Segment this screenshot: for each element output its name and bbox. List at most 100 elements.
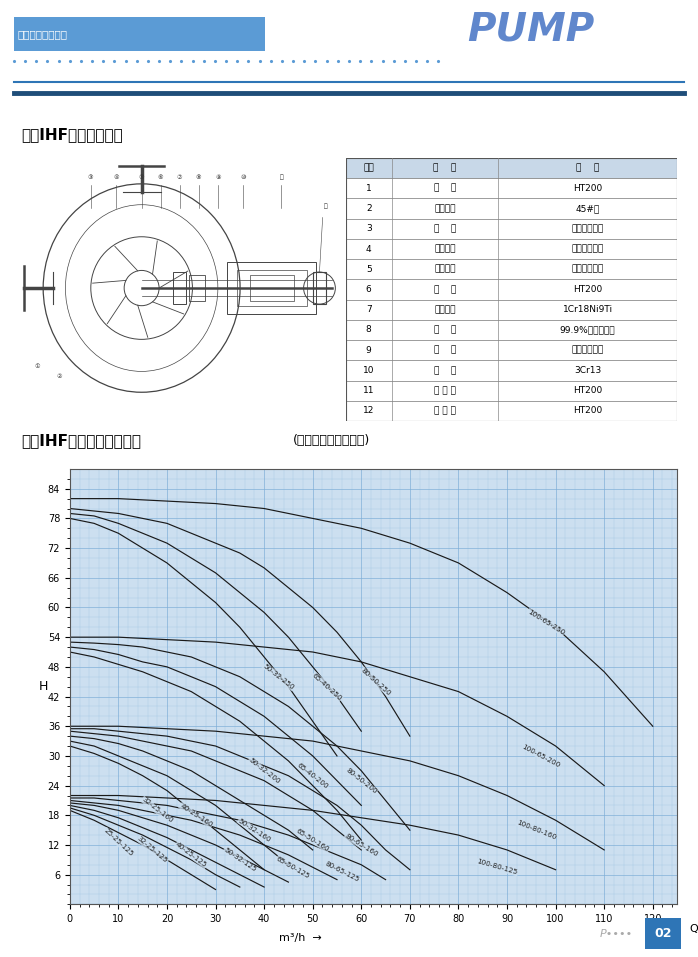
Text: 65-50-160: 65-50-160 [295,828,330,853]
Text: HT200: HT200 [573,387,602,395]
Text: 聚全氟乙丙烯: 聚全氟乙丙烯 [572,244,604,254]
Text: ⑤: ⑤ [139,175,144,180]
Text: 50-32-250: 50-32-250 [262,663,295,691]
Text: 11: 11 [363,387,374,395]
Text: 80-50-250: 80-50-250 [360,667,392,697]
Text: 2: 2 [366,204,371,213]
Text: 7: 7 [366,305,371,314]
Text: m³/h  →: m³/h → [279,933,322,943]
Text: 40-25-160: 40-25-160 [179,803,214,828]
Text: 叶    轮: 叶 轮 [434,224,456,234]
Text: HT200: HT200 [573,407,602,415]
Text: 80-65-125: 80-65-125 [324,861,360,883]
Text: ⑦: ⑦ [177,175,183,180]
Bar [346,401,677,421]
Bar [346,279,677,300]
Bar [346,340,677,361]
Bar [346,300,677,320]
Bar [346,198,677,218]
Text: 3Cr13: 3Cr13 [574,366,601,375]
Text: 32-25-160: 32-25-160 [140,796,174,824]
Text: 25-25-125: 25-25-125 [103,828,134,857]
Text: 9: 9 [366,345,371,355]
Text: ⑩: ⑩ [240,175,246,180]
Bar [237,271,307,305]
Bar [346,178,677,198]
Text: Q: Q [689,924,698,934]
FancyBboxPatch shape [14,17,265,51]
Text: 65-50-125: 65-50-125 [276,856,311,879]
Text: 机封压盖: 机封压盖 [434,305,456,314]
Text: 3: 3 [366,224,371,234]
Text: 6: 6 [366,285,371,294]
Text: 填充四氟乙烯: 填充四氟乙烯 [572,345,604,355]
Text: 50-32-160: 50-32-160 [237,817,272,843]
Text: 99.9%氧化铝陶瓷: 99.9%氧化铝陶瓷 [560,325,616,335]
Bar [313,272,326,304]
Text: HT200: HT200 [573,184,602,192]
Text: 50-32-125: 50-32-125 [223,847,257,873]
Text: 65-40-250: 65-40-250 [311,672,343,701]
Text: 100-65-250: 100-65-250 [526,609,565,636]
Text: 45#钢: 45#钢 [575,204,600,213]
Bar [173,272,186,304]
Text: 名    称: 名 称 [433,164,456,172]
Bar [346,361,677,381]
Text: HT200: HT200 [573,285,602,294]
Text: 材    料: 材 料 [576,164,599,172]
Text: 轴 承 体: 轴 承 体 [434,387,456,395]
Text: 4: 4 [366,244,371,254]
Text: ⑥: ⑥ [158,175,163,180]
Text: 50-32-200: 50-32-200 [248,757,281,785]
Text: 泵盖衬里: 泵盖衬里 [434,265,456,274]
Text: 叶轮骨架: 叶轮骨架 [434,204,456,213]
Text: 100-80-125: 100-80-125 [476,858,519,876]
Text: 10: 10 [363,366,374,375]
Text: 100-80-160: 100-80-160 [515,819,557,841]
Text: 32-25-125: 32-25-125 [136,835,169,864]
FancyBboxPatch shape [645,919,681,948]
Text: 静    环: 静 环 [434,325,456,335]
Text: 聚全氟乙丙烯: 聚全氟乙丙烯 [572,265,604,274]
Text: 1: 1 [366,184,371,192]
Text: 80-50-200: 80-50-200 [345,767,378,794]
Text: 1Cr18Ni9Ti: 1Cr18Ni9Ti [563,305,613,314]
Text: ①: ① [34,365,40,369]
Text: ②: ② [57,374,62,379]
Text: ③: ③ [88,175,94,180]
Text: 氟塑料衬里离心泵: 氟塑料衬里离心泵 [17,29,68,38]
Bar [346,320,677,340]
Bar [189,276,205,300]
Text: 动    环: 动 环 [434,345,456,355]
Text: ⑧: ⑧ [196,175,202,180]
Text: 8: 8 [366,325,371,335]
Bar [346,158,677,178]
Text: 泵    体: 泵 体 [434,184,456,192]
Text: 序号: 序号 [364,164,374,172]
Text: PUMP: PUMP [467,11,594,49]
Bar [346,239,677,259]
Text: 泵体衬里: 泵体衬里 [434,244,456,254]
Text: ④: ④ [113,175,119,180]
Bar [346,381,677,401]
Text: 40-25-125: 40-25-125 [174,841,208,869]
Text: 65-40-200: 65-40-200 [296,762,329,790]
Text: 80-65-160: 80-65-160 [343,833,379,857]
Bar [250,276,294,300]
Text: 联 轴 器: 联 轴 器 [434,407,456,415]
Text: 5: 5 [366,265,371,274]
Text: 泵    盖: 泵 盖 [434,285,456,294]
Bar [228,262,316,314]
Text: 聚全氟乙丙烯: 聚全氟乙丙烯 [572,224,604,234]
Bar [346,259,677,279]
Text: ⑨: ⑨ [215,175,221,180]
Text: P••••: P•••• [600,928,633,939]
Text: (试验介质为常温清水): (试验介质为常温清水) [293,434,371,447]
Text: 12: 12 [363,407,374,415]
Text: 泵    轴: 泵 轴 [434,366,456,375]
Text: 五、IHF离心泵性能曲线图: 五、IHF离心泵性能曲线图 [21,433,141,448]
Text: 四、IHF离心泵结构图: 四、IHF离心泵结构图 [21,127,123,143]
Text: ⑪: ⑪ [279,174,283,180]
Y-axis label: H: H [38,680,48,693]
Text: 02: 02 [654,927,671,940]
